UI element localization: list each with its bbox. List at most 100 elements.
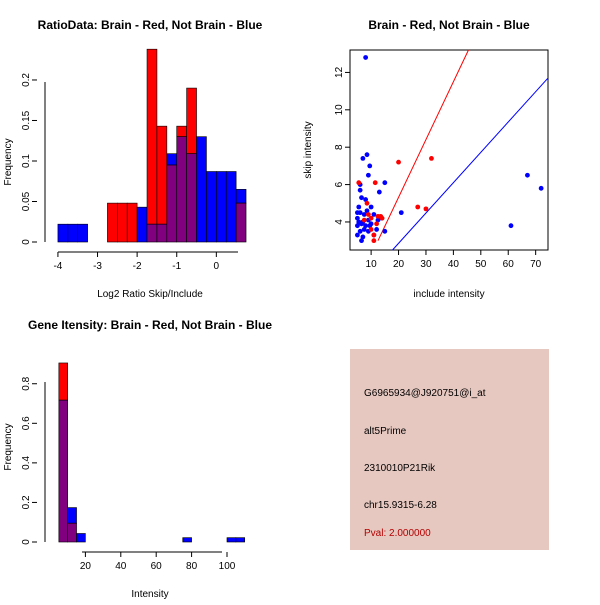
ratio-bar <box>126 202 138 243</box>
ratio-y-tick-label: 0.1 <box>21 154 32 168</box>
ratio-bar <box>186 87 197 154</box>
scatter-y-tick-label: 4 <box>334 219 345 225</box>
intensity-bar <box>67 507 77 524</box>
scatter-point <box>538 185 544 191</box>
ratio-bar <box>146 48 158 225</box>
ratio-bar <box>196 136 207 243</box>
ratio-overlap-bar <box>166 164 178 243</box>
ratio-y-tick-label: 0.15 <box>21 110 32 130</box>
scatter-point <box>374 227 380 232</box>
scatter-point <box>363 223 369 229</box>
ratio-histogram-panel: RatioData: Brain - Red, Not Brain - Blue… <box>3 18 263 300</box>
ratio-chart-title: RatioData: Brain - Red, Not Brain - Blue <box>38 18 263 32</box>
scatter-point <box>398 210 404 216</box>
scatter-chart-title: Brain - Red, Not Brain - Blue <box>368 18 530 32</box>
scatter-point <box>374 221 380 227</box>
scatter-point <box>376 189 382 195</box>
scatter-point <box>382 228 388 234</box>
scatter-point <box>415 204 421 210</box>
info-panel-background <box>350 349 549 550</box>
ratio-bar <box>216 171 227 243</box>
scatter-point <box>355 223 360 229</box>
scatter-point <box>364 200 370 206</box>
intensity-histogram-panel: Gene Itensity: Brain - Red, Not Brain - … <box>3 318 272 600</box>
intensity-y-tick-label: 0 <box>21 539 32 545</box>
intensity-y-tick-label: 0.6 <box>21 416 32 430</box>
intensity-y-tick-label: 0.8 <box>21 376 32 390</box>
scatter-point <box>357 210 363 216</box>
scatter-point <box>361 217 367 223</box>
intensity-bars <box>58 362 245 543</box>
scatter-x-tick-label: 60 <box>503 259 515 270</box>
ratio-bar <box>235 189 247 204</box>
scatter-point <box>367 163 373 169</box>
scatter-y-label: skip intensity <box>303 121 314 178</box>
intensity-x-tick-label: 80 <box>186 561 198 572</box>
ratio-y-tick-label: 0.05 <box>21 191 32 211</box>
scatter-x-tick-label: 10 <box>366 259 378 270</box>
scatter-point <box>368 215 374 221</box>
scatter-x-label: include intensity <box>413 289 484 300</box>
scatter-point <box>382 180 388 186</box>
intensity-bar <box>58 362 68 401</box>
scatter-fit-lines <box>377 49 549 251</box>
intensity-overlap-bar <box>58 399 68 543</box>
ratio-bar <box>117 202 128 243</box>
scatter-point <box>367 223 373 229</box>
intensity-ticks: 20 40 60 80 100 0 0.2 0.4 0.6 0.8 <box>21 376 236 572</box>
scatter-x-tick-label: 70 <box>530 259 542 270</box>
scatter-point <box>359 195 364 201</box>
scatter-point <box>363 197 369 202</box>
scatter-point <box>357 187 363 193</box>
intensity-x-tick-label: 100 <box>219 561 236 572</box>
scatter-point <box>356 204 362 210</box>
intensity-x-label: Intensity <box>131 589 168 600</box>
intensity-y-label: Frequency <box>3 423 14 470</box>
ratio-bar <box>166 153 178 166</box>
scatter-x-tick-label: 40 <box>448 259 460 270</box>
intensity-x-tick-label: 20 <box>80 561 92 572</box>
scatter-fit-line <box>392 77 549 251</box>
ratio-bar <box>136 206 148 243</box>
ratio-overlap-bar <box>146 223 158 243</box>
scatter-point <box>379 215 385 221</box>
location-text: chr15.9315-6.28 <box>364 500 437 511</box>
scatter-point <box>525 172 530 178</box>
intensity-bar <box>226 537 237 543</box>
scatter-plot-box <box>349 49 549 251</box>
intensity-y-tick-label: 0.2 <box>21 495 32 509</box>
scatter-points <box>355 55 544 244</box>
scatter-x-tick-label: 30 <box>420 259 432 270</box>
ratio-x-tick-label: -4 <box>53 261 62 272</box>
scatter-x-tick-label: 50 <box>475 259 487 270</box>
ratio-bar <box>57 223 69 243</box>
scatter-point <box>355 215 360 221</box>
ratio-bar <box>206 171 217 243</box>
scatter-x-tick-label: 20 <box>393 259 405 270</box>
scatter-y-tick-label: 6 <box>334 181 345 187</box>
ratio-bar <box>156 125 168 225</box>
scatter-fit-line <box>377 49 469 241</box>
scatter-point <box>355 232 360 238</box>
intensity-y-tick-label: 0.4 <box>21 455 32 469</box>
scatter-point <box>360 156 366 161</box>
probe-id-text: G6965934@J920751@i_at <box>364 388 486 399</box>
scatter-ticks: 10 20 30 40 50 60 70 4 6 8 10 12 <box>334 66 542 270</box>
ratio-x-tick-label: -2 <box>133 261 142 272</box>
ratio-y-tick-label: 0 <box>21 239 32 245</box>
scatter-point <box>361 227 367 232</box>
info-panel: G6965934@J920751@i_at alt5Prime 2310010P… <box>350 349 549 550</box>
ratio-x-tick-label: -3 <box>93 261 102 272</box>
gene-name-text: 2310010P21Rik <box>364 463 436 474</box>
scatter-point <box>371 212 377 217</box>
intensity-x-tick-label: 40 <box>115 561 127 572</box>
ratio-bars <box>57 48 247 243</box>
scatter-point <box>508 223 514 229</box>
ratio-bar <box>107 202 118 243</box>
scatter-point <box>364 152 370 158</box>
scatter-point <box>429 156 434 161</box>
scatter-point <box>360 234 366 240</box>
scatter-point <box>359 238 364 244</box>
scatter-y-tick-label: 12 <box>334 66 345 78</box>
